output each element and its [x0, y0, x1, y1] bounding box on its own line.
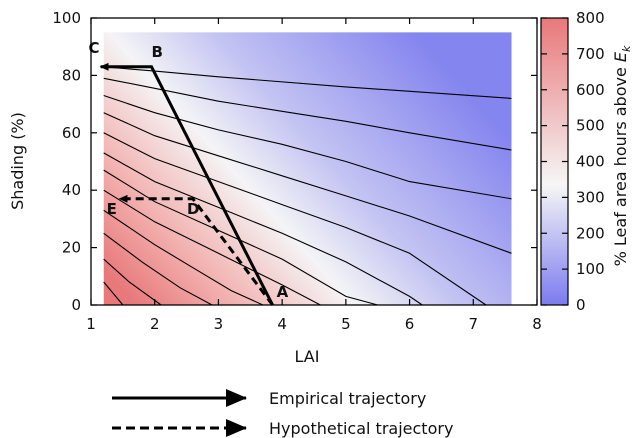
contour-line-12 [103, 281, 124, 306]
point-label-e: E [107, 200, 117, 218]
contour-line-5 [103, 132, 487, 306]
colorbar-label: % Leaf area hours above Ek [611, 45, 633, 266]
contour-line-4 [103, 112, 512, 254]
x-tick-label: 1 [86, 315, 96, 333]
colorbar-label-prefix: % Leaf area hours above [611, 62, 630, 266]
contour-line-7 [103, 169, 378, 306]
colorbar-tick-label: 500 [576, 117, 605, 135]
x-tick-label: 8 [532, 315, 542, 333]
colorbar-tick-label: 0 [576, 296, 586, 314]
contour-line-8 [103, 189, 321, 306]
y-axis-label: Shading (%) [8, 112, 27, 210]
y-axis: 0 20 40 60 80 100 [52, 9, 537, 314]
y-tick-label: 80 [62, 66, 81, 84]
colorbar-tick-label: 800 [576, 9, 605, 27]
colorbar-tick-label: 400 [576, 153, 605, 171]
contour-lines [103, 66, 512, 306]
colorbar-tick-label: 300 [576, 188, 605, 206]
contour-line-9 [103, 209, 264, 306]
contour-line-1 [103, 66, 512, 99]
x-axis: 1 2 3 4 5 6 7 8 [86, 18, 542, 333]
plot-area: A B C D E [89, 17, 538, 306]
point-label-b: B [152, 43, 163, 61]
point-labels: A B C D E [89, 39, 289, 301]
colorbar-tick-label: 600 [576, 81, 605, 99]
x-axis-label: LAI [295, 347, 320, 366]
x-tick-label: 5 [341, 315, 351, 333]
legend-item-hypothetical: Hypothetical trajectory [112, 419, 453, 438]
x-tick-label: 7 [469, 315, 479, 333]
colorbar-label-subscript: k [620, 45, 633, 52]
colorbar-ticks: 0 100 200 300 400 500 600 700 800 [541, 9, 605, 314]
colorbar-tick-label: 200 [576, 224, 605, 242]
plot-frame [90, 17, 538, 306]
point-label-d: D [187, 200, 199, 218]
colorbar-tick-label: 700 [576, 45, 605, 63]
contour-line-10 [103, 232, 213, 306]
point-label-a: A [277, 283, 289, 301]
x-tick-label: 6 [405, 315, 415, 333]
contour-line-11 [103, 258, 162, 306]
contour-line-6 [103, 152, 423, 306]
colorbar: 0 100 200 300 400 500 600 700 800 % Leaf area ho… [540, 9, 633, 314]
hypothetical-trajectory-line [118, 194, 274, 306]
legend-item-empirical: Empirical trajectory [112, 389, 426, 408]
x-tick-label: 2 [150, 315, 160, 333]
y-tick-label: 100 [52, 9, 81, 27]
contour-line-3 [103, 94, 512, 200]
colorbar-tick-label: 100 [576, 260, 605, 278]
colorbar-label-symbol: E [611, 51, 630, 62]
y-tick-label: 40 [62, 181, 81, 199]
trajectories [99, 62, 274, 306]
contour-line-2 [103, 77, 512, 151]
x-tick-label: 3 [214, 315, 224, 333]
heatmap-field [103, 32, 512, 305]
legend: Empirical trajectory Hypothetical trajec… [112, 389, 453, 438]
point-label-c: C [89, 39, 100, 57]
y-tick-label: 60 [62, 124, 81, 142]
y-tick-label: 20 [62, 239, 81, 257]
y-tick-label: 0 [71, 296, 81, 314]
legend-label-empirical: Empirical trajectory [269, 389, 426, 408]
x-tick-label: 4 [277, 315, 287, 333]
legend-label-hypothetical: Hypothetical trajectory [269, 419, 453, 438]
empirical-trajectory-line [99, 62, 274, 306]
